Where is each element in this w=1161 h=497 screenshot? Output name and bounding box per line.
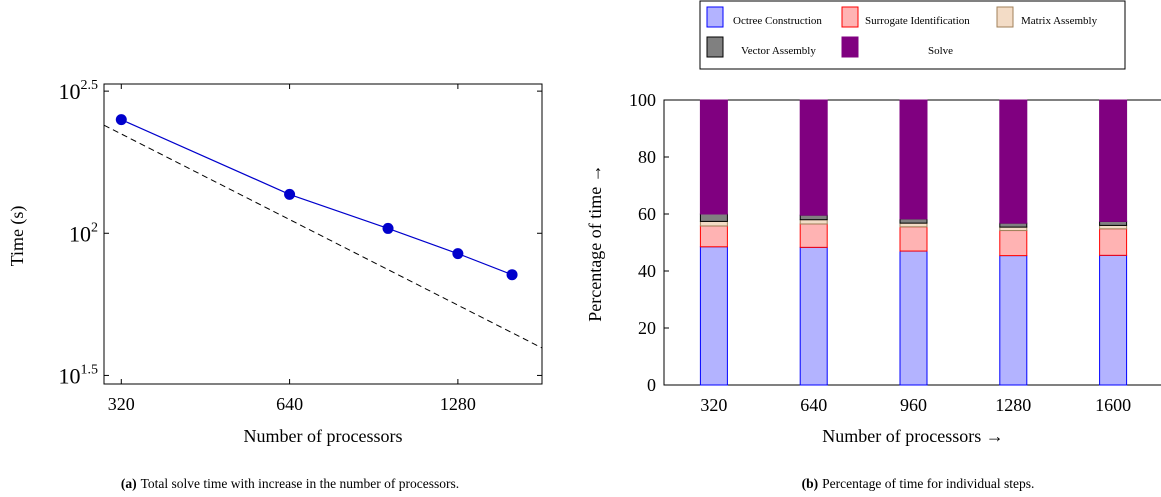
caption-b-label: (b) (802, 476, 819, 491)
y-tick-label: 40 (638, 261, 656, 281)
legend-swatch (996, 6, 1014, 28)
bar-segment-solve (699, 99, 728, 215)
legend-swatch (706, 6, 724, 28)
y-tick-label: 100 (629, 90, 656, 110)
bar-segment-matrix-assembly (799, 219, 828, 225)
x-tick-label: 1600 (1095, 395, 1131, 415)
y-tick-label: 102.5 (59, 78, 99, 104)
caption-a: (a) Total solve time with increase in the… (121, 476, 459, 491)
legend-label: Solve (928, 45, 953, 57)
bar-segment-surrogate-identification (799, 223, 828, 248)
x-tick-label: 320 (700, 395, 727, 415)
x-tick-label: 960 (900, 395, 927, 415)
y-tick-label-base: 10 (59, 79, 81, 104)
plot-a-y-axis-label: Time (s) (7, 206, 28, 267)
y-tick-label-exponent: 2 (91, 220, 98, 235)
bar-segment-vector-assembly (899, 218, 928, 224)
data-point-marker (115, 114, 127, 126)
bar-segment-vector-assembly (699, 213, 728, 222)
bar-segment-octree-construction (899, 250, 928, 386)
plot-b-ticks: 0 20 40 60 80 100 320 640 960 1280 1600 (629, 90, 1131, 415)
data-point-marker (506, 269, 518, 281)
legend-items: Octree Construction Surrogate Identificat… (706, 6, 1098, 58)
y-tick-label: 80 (638, 147, 656, 167)
legend-label: Octree Construction (733, 15, 822, 27)
bar-segment-vector-assembly (1099, 220, 1128, 226)
bar-segment-matrix-assembly (999, 226, 1028, 232)
caption-a-text: Total solve time with increase in the nu… (141, 476, 459, 491)
x-tick-label: 320 (108, 394, 135, 414)
plot-a-frame (103, 83, 543, 385)
bar-segment-octree-construction (999, 255, 1028, 386)
y-tick-label-exponent: 1.5 (81, 362, 99, 377)
data-point-marker (284, 188, 296, 200)
bar-segment-octree-construction (799, 246, 828, 386)
bar-segment-vector-assembly (999, 222, 1028, 228)
caption-b-text: Percentage of time for individual steps. (822, 476, 1034, 491)
legend-frame (699, 0, 1126, 70)
bar-segment-surrogate-identification (1099, 228, 1128, 256)
bar-segment-solve (1099, 99, 1128, 222)
plot-a-series (103, 114, 543, 349)
y-tick-label-base: 10 (69, 221, 91, 246)
plot-a-x-axis-label: Number of processors (244, 426, 403, 446)
x-tick-label: 1280 (995, 395, 1031, 415)
bar-segment-surrogate-identification (999, 230, 1028, 257)
legend-label: Surrogate Identification (865, 15, 970, 27)
bar-segment-surrogate-identification (899, 226, 928, 252)
bar-segment-matrix-assembly (699, 220, 728, 227)
reference-dashed-line (103, 124, 543, 349)
plot-b-x-axis-label: Number of processors → (822, 426, 1003, 446)
bar-segment-octree-construction (1099, 254, 1128, 386)
legend-swatch (841, 36, 859, 58)
bar-segment-solve (799, 99, 828, 216)
x-tick-label: 1280 (440, 394, 476, 414)
y-tick-label: 101.5 (59, 362, 99, 388)
plot-b-y-axis-label: Percentage of time → (585, 164, 605, 321)
plot-b-bars (699, 99, 1128, 386)
y-tick-label: 102 (69, 220, 98, 246)
data-point-marker (452, 248, 464, 260)
legend-swatch (706, 36, 724, 58)
caption-b: (b) Percentage of time for individual ste… (802, 476, 1035, 491)
bar-segment-matrix-assembly (899, 222, 928, 228)
legend: Octree Construction Surrogate Identificat… (699, 0, 1126, 70)
bar-segment-solve (999, 99, 1028, 224)
legend-label: Vector Assembly (741, 45, 816, 57)
legend-swatch (841, 6, 859, 28)
bar-segment-surrogate-identification (699, 225, 728, 248)
legend-label: Matrix Assembly (1021, 15, 1098, 27)
x-tick-label: 640 (276, 394, 303, 414)
bar-segment-solve (899, 99, 928, 220)
chart-percentage-time: Octree Construction Surrogate Identificat… (585, 0, 1161, 491)
y-tick-label-exponent: 2.5 (81, 78, 99, 93)
data-point-marker (382, 222, 394, 234)
bar-segment-vector-assembly (799, 214, 828, 221)
y-tick-label: 0 (647, 375, 656, 395)
bar-segment-matrix-assembly (1099, 224, 1128, 230)
y-tick-label: 60 (638, 204, 656, 224)
y-tick-label-base: 10 (59, 363, 81, 388)
y-tick-label: 20 (638, 318, 656, 338)
bar-segment-octree-construction (699, 246, 728, 386)
x-tick-label: 640 (800, 395, 827, 415)
caption-a-label: (a) (121, 476, 137, 491)
